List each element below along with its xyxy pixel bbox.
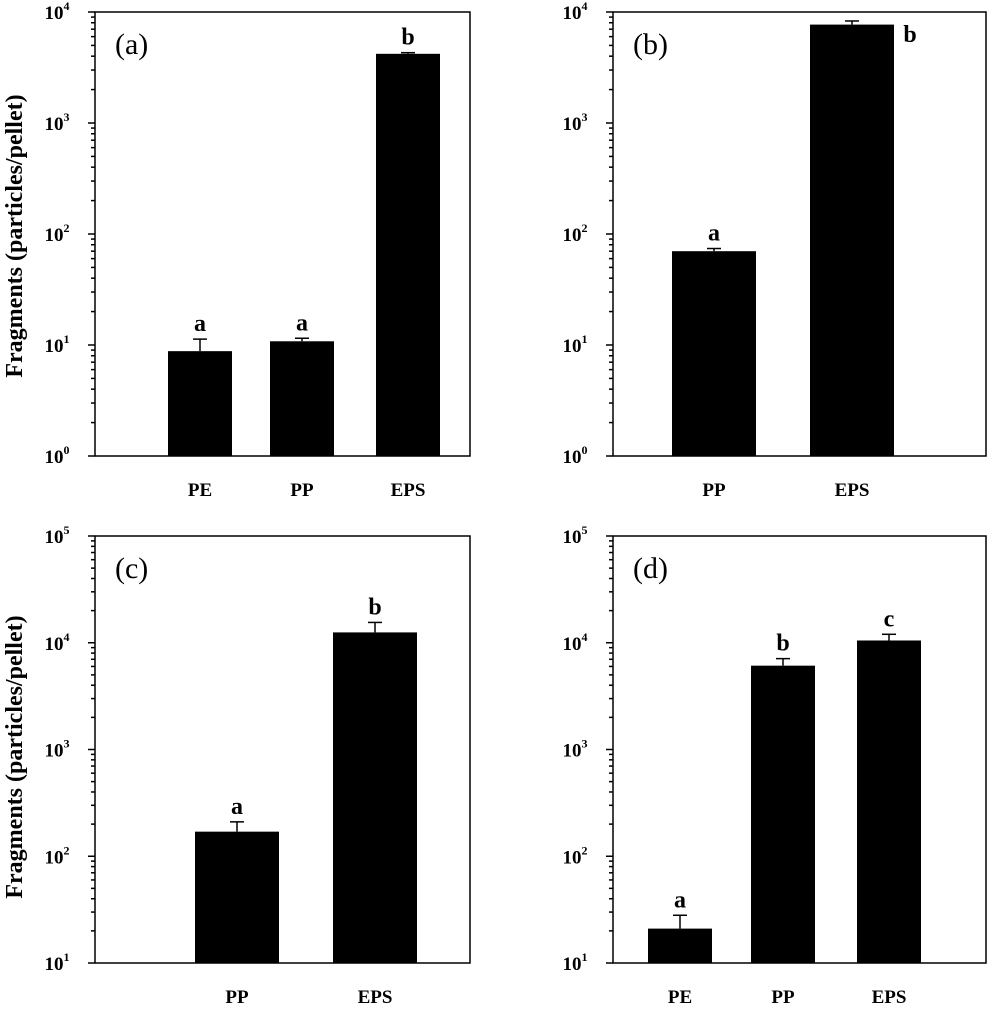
y-axis-title-top: Fragments (particles/pellet) — [2, 94, 28, 377]
y-tick-label: 101 — [45, 950, 70, 975]
category-label: PE — [188, 480, 212, 501]
y-tick-label: 100 — [45, 443, 70, 468]
y-tick-label: 104 — [45, 630, 70, 655]
y-tick-label: 102 — [563, 843, 588, 868]
y-tick-label: 101 — [563, 950, 588, 975]
y-tick-label: 104 — [563, 630, 588, 655]
significance-letter: c — [884, 606, 895, 632]
y-tick-label: 103 — [563, 110, 588, 135]
category-label: EPS — [358, 987, 393, 1008]
bar-pp — [195, 831, 279, 963]
category-label: EPS — [835, 480, 870, 501]
bar-eps — [376, 53, 440, 456]
bar-pe — [648, 928, 712, 963]
y-tick-label: 102 — [563, 221, 588, 246]
category-label: PE — [668, 987, 692, 1008]
significance-letter: a — [296, 310, 308, 336]
category-label: PP — [225, 987, 249, 1008]
y-tick-label: 102 — [45, 843, 70, 868]
y-tick-label: 101 — [45, 332, 70, 357]
y-tick-label: 101 — [563, 332, 588, 357]
significance-letter: b — [368, 594, 381, 620]
panel-label: (c) — [115, 552, 148, 585]
significance-letter: a — [194, 311, 206, 337]
category-label: PP — [771, 987, 795, 1008]
panel-label: (a) — [115, 28, 148, 61]
bar-pp — [672, 251, 756, 456]
bar-pp — [270, 341, 334, 456]
category-label: PP — [290, 480, 314, 501]
y-tick-label: 103 — [563, 737, 588, 762]
y-tick-label: 102 — [45, 221, 70, 246]
panel-a-chart: 100 101 102 103 104 a PE a PP b EPS (a) — [45, 0, 471, 501]
panel-label: (b) — [633, 28, 668, 61]
y-axis-title-bottom: Fragments (particles/pellet) — [2, 615, 28, 898]
significance-letter: b — [401, 25, 414, 51]
y-tick-label: 103 — [45, 110, 70, 135]
significance-letter: a — [708, 221, 720, 247]
significance-letter: b — [776, 631, 789, 657]
bar-eps — [810, 24, 894, 457]
panel-d-chart: 101 102 103 104 105 a PE b PP c EPS (d) — [563, 523, 987, 1008]
panel-b-chart: 100 101 102 103 104 a PP b EPS (b) — [563, 0, 987, 501]
category-label: EPS — [391, 480, 426, 501]
category-label: EPS — [872, 987, 907, 1008]
category-label: PP — [702, 480, 726, 501]
bar-eps — [857, 640, 921, 963]
y-tick-label: 105 — [563, 523, 588, 548]
significance-letter: a — [674, 887, 686, 913]
y-tick-label: 104 — [45, 0, 70, 24]
panel-c-chart: 101 102 103 104 105 a PP b EPS (c) — [45, 523, 471, 1008]
bar-pp — [751, 665, 815, 963]
y-tick-label: 100 — [563, 443, 588, 468]
panel-label: (d) — [633, 552, 668, 585]
y-tick-label: 105 — [45, 523, 70, 548]
y-tick-label: 104 — [563, 0, 588, 24]
significance-letter: b — [903, 22, 916, 48]
bar-pe — [168, 351, 232, 456]
plot-frame — [612, 11, 987, 457]
bar-eps — [333, 632, 417, 963]
significance-letter: a — [231, 794, 243, 820]
y-tick-label: 103 — [45, 737, 70, 762]
